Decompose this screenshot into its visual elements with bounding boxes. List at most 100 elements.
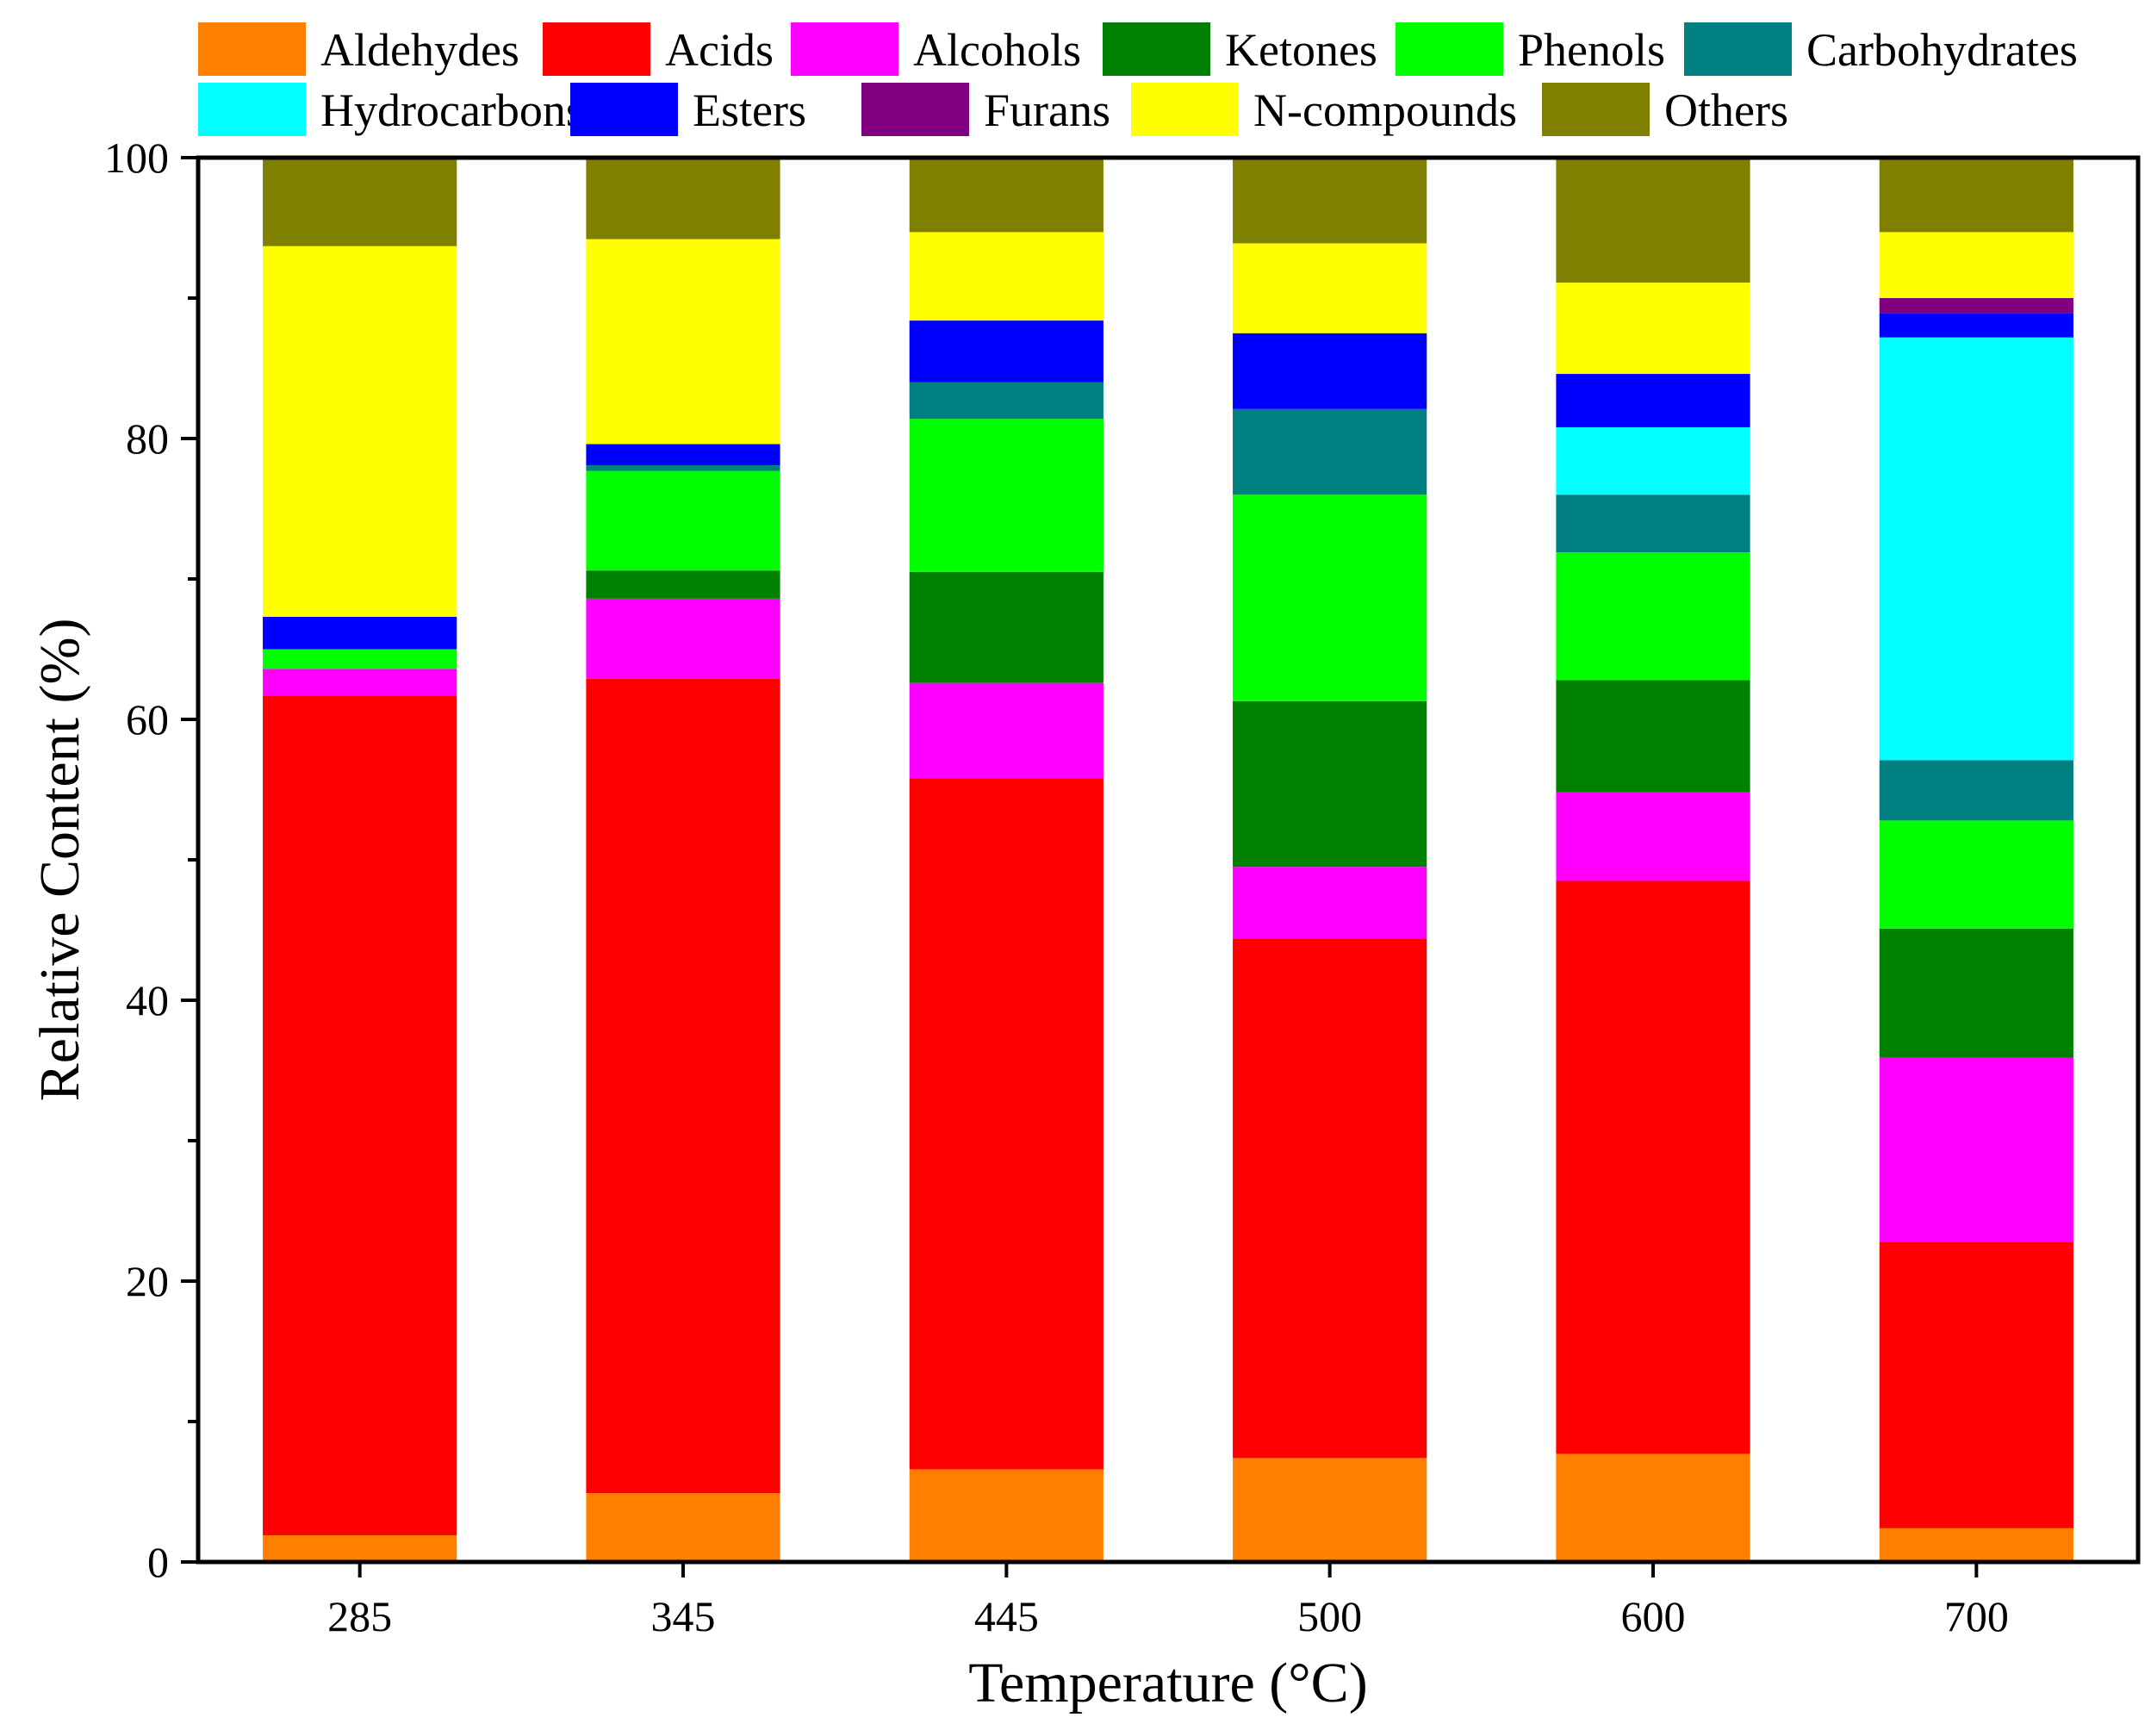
bar-esters-285 — [263, 617, 457, 650]
bar-others-285 — [263, 158, 457, 246]
bar-ketones-700 — [1879, 928, 2073, 1058]
bar-acids-600 — [1556, 880, 1750, 1454]
plot-frame — [196, 155, 2141, 1565]
bar-phenols-600 — [1556, 552, 1750, 681]
legend-swatch — [1103, 22, 1210, 76]
bar-esters-500 — [1233, 333, 1427, 409]
legend-label: N-compounds — [1253, 84, 1517, 136]
bar-phenols-700 — [1879, 820, 2073, 929]
x-tick-label-445: 445 — [974, 1592, 1039, 1640]
axes: 0 20 40 60 80 100 285 345 445 500 600 700 — [104, 134, 2141, 1640]
bar-acids-345 — [586, 678, 780, 1494]
bar-others-500 — [1233, 158, 1427, 244]
legend-swatch — [543, 22, 650, 76]
x-tick-label-600: 600 — [1621, 1592, 1686, 1640]
legend-label: Esters — [693, 84, 806, 136]
bar-ketones-345 — [586, 570, 780, 599]
bar-n-compounds-345 — [586, 239, 780, 445]
bar-aldehydes-500 — [1233, 1458, 1427, 1562]
bar-furans-700 — [1879, 298, 2073, 314]
bar-ketones-445 — [909, 571, 1103, 683]
bar-phenols-500 — [1233, 495, 1427, 701]
legend-label: Acids — [665, 24, 774, 76]
legend-item-aldehydes: Aldehydes — [198, 22, 519, 76]
bar-carbohydrates-500 — [1233, 408, 1427, 495]
y-axis-title: Relative Content (%) — [28, 619, 91, 1102]
legend-swatch — [570, 83, 678, 136]
bar-others-700 — [1879, 158, 2073, 233]
legend-item-phenols: Phenols — [1396, 22, 1665, 76]
x-tick-label-500: 500 — [1297, 1592, 1362, 1640]
bar-n-compounds-600 — [1556, 283, 1750, 375]
bar-hydrocarbons-700 — [1879, 337, 2073, 761]
bar-n-compounds-445 — [909, 232, 1103, 321]
legend-swatch — [1684, 22, 1792, 76]
bar-hydrocarbons-600 — [1556, 426, 1750, 495]
bar-aldehydes-345 — [586, 1493, 780, 1562]
bar-carbohydrates-700 — [1879, 760, 2073, 821]
legend-label: Aldehydes — [320, 24, 519, 76]
legend-item-others: Others — [1542, 83, 1788, 136]
legend-item-furans: Furans — [861, 83, 1110, 136]
x-tick-label-345: 345 — [651, 1592, 716, 1640]
bar-aldehydes-600 — [1556, 1453, 1750, 1562]
legend-label: Furans — [984, 84, 1110, 136]
bar-others-445 — [909, 158, 1103, 233]
legend-item-alcohols: Alcohols — [791, 22, 1081, 76]
bar-carbohydrates-445 — [909, 382, 1103, 420]
y-tick-label: 40 — [126, 976, 169, 1024]
legend-item-carbohydrates: Carbohydrates — [1684, 22, 2078, 76]
bar-others-600 — [1556, 158, 1750, 283]
y-tick-label: 20 — [126, 1257, 169, 1305]
bar-alcohols-600 — [1556, 792, 1750, 881]
legend-item-ketones: Ketones — [1103, 22, 1377, 76]
bar-phenols-285 — [263, 649, 457, 669]
x-tick-label-285: 285 — [327, 1592, 392, 1640]
bar-aldehydes-285 — [263, 1535, 457, 1562]
bar-alcohols-285 — [263, 669, 457, 696]
legend-swatch — [1131, 83, 1239, 136]
bar-alcohols-700 — [1879, 1057, 2073, 1242]
legend-swatch — [198, 22, 306, 76]
bar-carbohydrates-600 — [1556, 495, 1750, 553]
legend-swatch — [861, 83, 969, 136]
x-tick-label-700: 700 — [1944, 1592, 2009, 1640]
x-axis-title: Temperature (°C) — [968, 1652, 1367, 1714]
bar-alcohols-345 — [586, 598, 780, 679]
bar-alcohols-500 — [1233, 867, 1427, 939]
legend-label: Hydrocarbons — [320, 84, 584, 136]
bar-esters-445 — [909, 320, 1103, 383]
bar-n-compounds-700 — [1879, 232, 2073, 298]
bar-acids-500 — [1233, 938, 1427, 1459]
bar-ketones-500 — [1233, 700, 1427, 868]
bar-n-compounds-285 — [263, 246, 457, 618]
legend-swatch — [198, 83, 306, 136]
bar-esters-700 — [1879, 313, 2073, 338]
y-tick-label: 100 — [104, 134, 169, 182]
legend-label: Phenols — [1518, 24, 1665, 76]
legend-label: Others — [1664, 84, 1788, 136]
legend-label: Carbohydrates — [1806, 24, 2078, 76]
bar-phenols-445 — [909, 419, 1103, 572]
legend-swatch — [791, 22, 898, 76]
y-tick-label: 80 — [126, 414, 169, 463]
bar-ketones-600 — [1556, 680, 1750, 793]
legend: Aldehydes Acids Alcohols Ketones Phenols Carb… — [198, 22, 2078, 136]
bar-aldehydes-445 — [909, 1469, 1103, 1562]
legend-item-esters: Esters — [570, 83, 806, 136]
bar-esters-600 — [1556, 374, 1750, 427]
bar-others-345 — [586, 158, 780, 240]
legend-label: Ketones — [1225, 24, 1377, 76]
bar-phenols-345 — [586, 470, 780, 571]
bar-n-compounds-500 — [1233, 243, 1427, 333]
y-tick-label: 0 — [147, 1538, 169, 1586]
legend-label: Alcohols — [913, 24, 1081, 76]
bar-acids-445 — [909, 778, 1103, 1470]
legend-item-n-compounds: N-compounds — [1131, 83, 1517, 136]
y-tick-label: 60 — [126, 695, 169, 744]
legend-swatch — [1542, 83, 1650, 136]
bar-acids-700 — [1879, 1241, 2073, 1528]
bar-carbohydrates-345 — [586, 464, 780, 471]
